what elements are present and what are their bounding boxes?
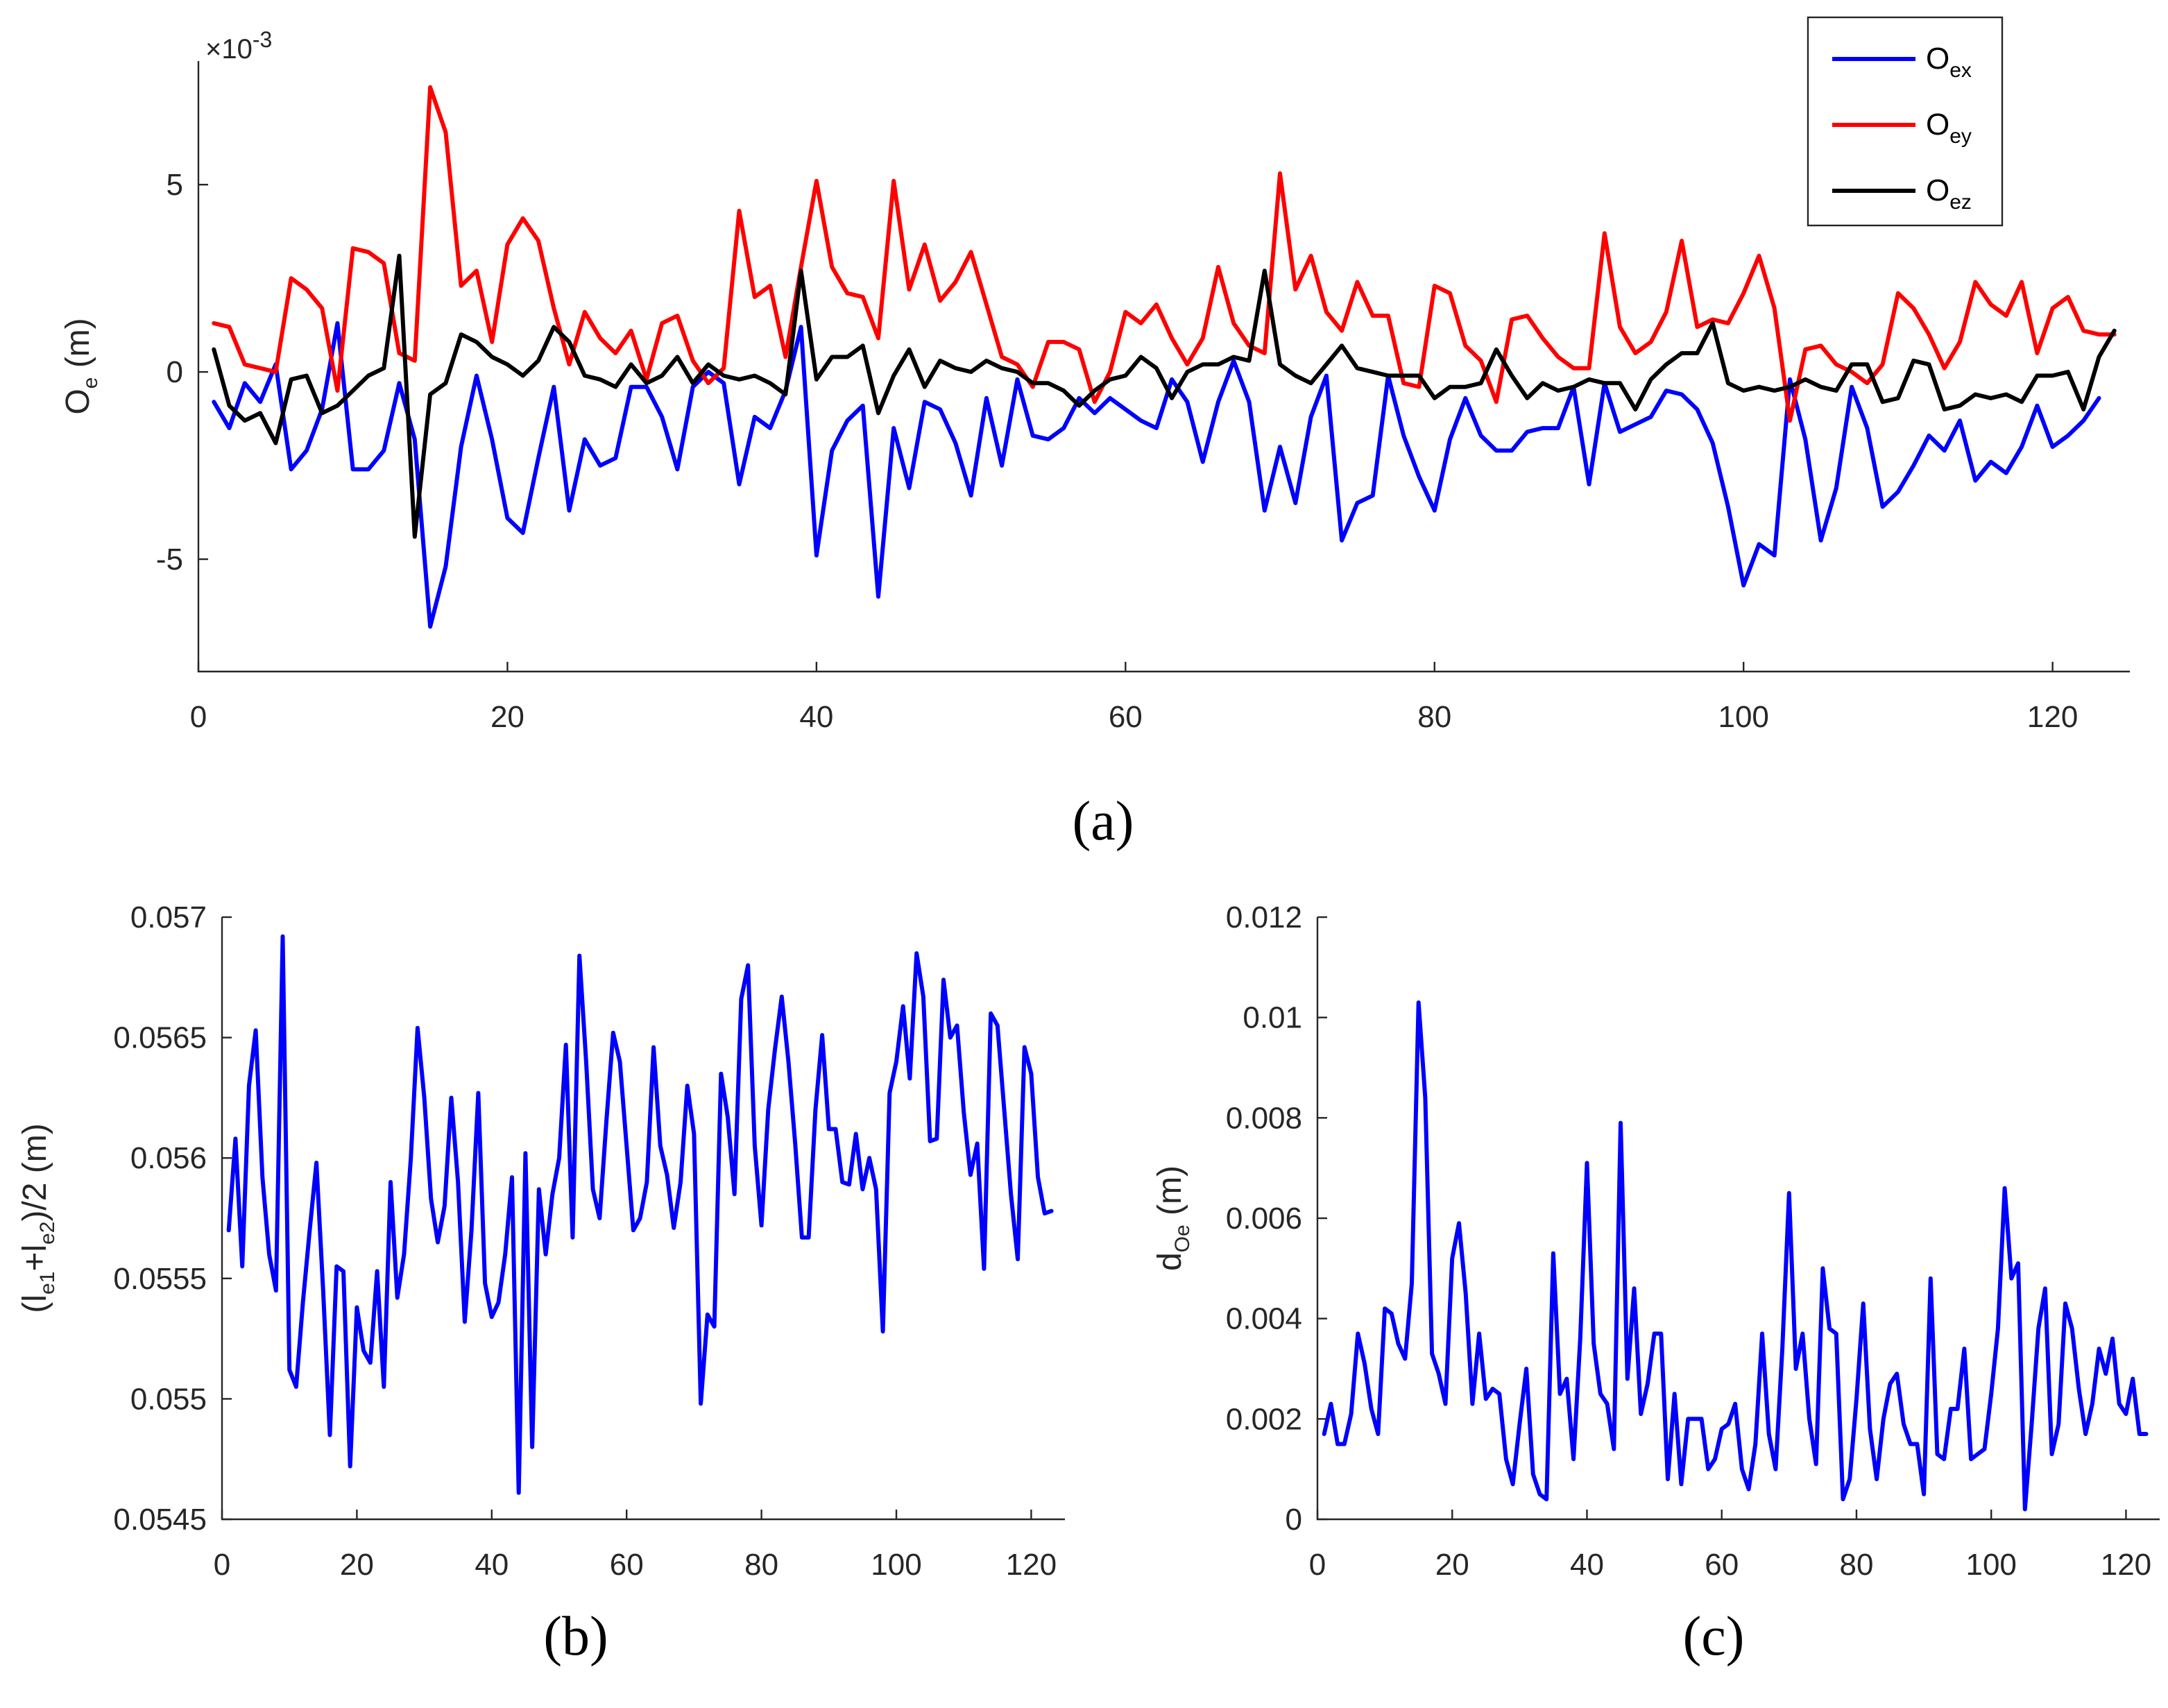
caption-b: (b): [543, 1606, 608, 1667]
legend-label: Oez: [1926, 173, 1972, 214]
x-tick-label: 20: [1435, 1548, 1469, 1582]
y-tick-label: 0.057: [130, 900, 207, 934]
y-axis-label: (le1+le2)/2 (m): [17, 1123, 59, 1313]
y-tick-label: 0.0545: [113, 1503, 207, 1537]
y-tick-label: 0.0565: [113, 1021, 207, 1055]
series-line-doe: [1322, 1000, 2149, 1512]
x-tick-label: 60: [610, 1548, 644, 1582]
y-label-subscript: e2: [36, 1222, 59, 1245]
legend-label-main: O: [1926, 42, 1949, 76]
x-tick-label: 80: [1839, 1548, 1873, 1582]
y-label-part: (m): [1152, 1165, 1188, 1224]
x-tick-label: 60: [1109, 700, 1143, 734]
y-axis-label: Oe (m): [60, 318, 102, 414]
y-label-main: O: [60, 388, 96, 414]
x-tick-label: 100: [1718, 700, 1768, 734]
legend-label-subscript: ex: [1949, 59, 1972, 82]
legend-box: [1807, 16, 2004, 227]
y-tick-label: 0.01: [1243, 1001, 1302, 1035]
x-tick-label: 0: [190, 700, 207, 734]
legend-label-main: O: [1926, 108, 1949, 142]
y-tick-label: 0.056: [130, 1141, 207, 1175]
y-tick-label: 0: [1286, 1503, 1302, 1537]
y-label-part: (l: [17, 1295, 53, 1313]
y-tick-label: 0.004: [1226, 1302, 1302, 1336]
y-tick-label: 0.008: [1226, 1101, 1302, 1135]
y-label-unit: (m): [60, 318, 96, 377]
caption-a: (a): [1073, 791, 1134, 852]
chart-b: 0 20 40 60 80 100 120 0.0545 0.055 0.0555 0.056 0.0…: [17, 900, 1065, 1667]
y-axis-label: dOe (m): [1152, 1165, 1194, 1271]
series-line-oex: [212, 321, 2101, 629]
x-tick-label: 120: [1006, 1548, 1057, 1582]
x-tick-label: 20: [490, 700, 524, 734]
chart-c: 0 20 40 60 80 100 120 0 0.002 0.004 0.006 0.008 0.01…: [1152, 900, 2160, 1667]
x-tick-label: 40: [1570, 1548, 1604, 1582]
legend-label: Oex: [1926, 42, 1972, 82]
chart-a: 0 20 40 60 80 100 120-505×10-3Oe (m)OexOeyOez(…: [60, 16, 2130, 852]
y-tick-label: 0: [167, 355, 183, 389]
x-tick-label: 40: [799, 700, 833, 734]
caption-c: (c): [1683, 1606, 1745, 1667]
x-tick-label: 100: [1965, 1548, 2016, 1582]
exponent-label: ×10-3: [205, 27, 272, 65]
x-tick-label: 20: [340, 1548, 374, 1582]
x-tick-label: 40: [475, 1548, 509, 1582]
y-label-part: d: [1152, 1252, 1188, 1271]
x-tick-label: 120: [2027, 700, 2078, 734]
series-line-oez: [212, 253, 2117, 539]
x-tick-label: 0: [1309, 1548, 1326, 1582]
series-line--le1-le2-2: [226, 934, 1054, 1495]
y-label-part: +l: [17, 1245, 53, 1272]
y-tick-label: -5: [156, 543, 183, 577]
y-label-part: )/2 (m): [17, 1123, 53, 1221]
x-tick-label: 0: [214, 1548, 230, 1582]
y-tick-label: 0.002: [1226, 1402, 1302, 1436]
exponent-power: -3: [253, 27, 272, 52]
x-tick-label: 80: [1417, 700, 1451, 734]
legend-label-subscript: ey: [1949, 125, 1972, 148]
legend-label-main: O: [1926, 173, 1949, 207]
x-tick-label: 80: [744, 1548, 778, 1582]
x-tick-label: 120: [2101, 1548, 2151, 1582]
x-tick-label: 100: [871, 1548, 921, 1582]
y-tick-label: 0.012: [1226, 900, 1302, 934]
y-tick-label: 0.055: [130, 1382, 207, 1416]
y-label-subscript: e: [79, 377, 102, 389]
y-tick-label: 0.006: [1226, 1202, 1302, 1236]
y-tick-label: 5: [167, 168, 183, 202]
legend-label-subscript: ez: [1949, 191, 1972, 214]
x-tick-label: 60: [1705, 1548, 1739, 1582]
y-label-subscript: e1: [36, 1272, 59, 1295]
exponent-prefix: ×10: [205, 34, 253, 65]
y-label-subscript: Oe: [1171, 1224, 1194, 1252]
legend-label: Oey: [1926, 108, 1972, 148]
y-tick-label: 0.0555: [113, 1262, 207, 1296]
